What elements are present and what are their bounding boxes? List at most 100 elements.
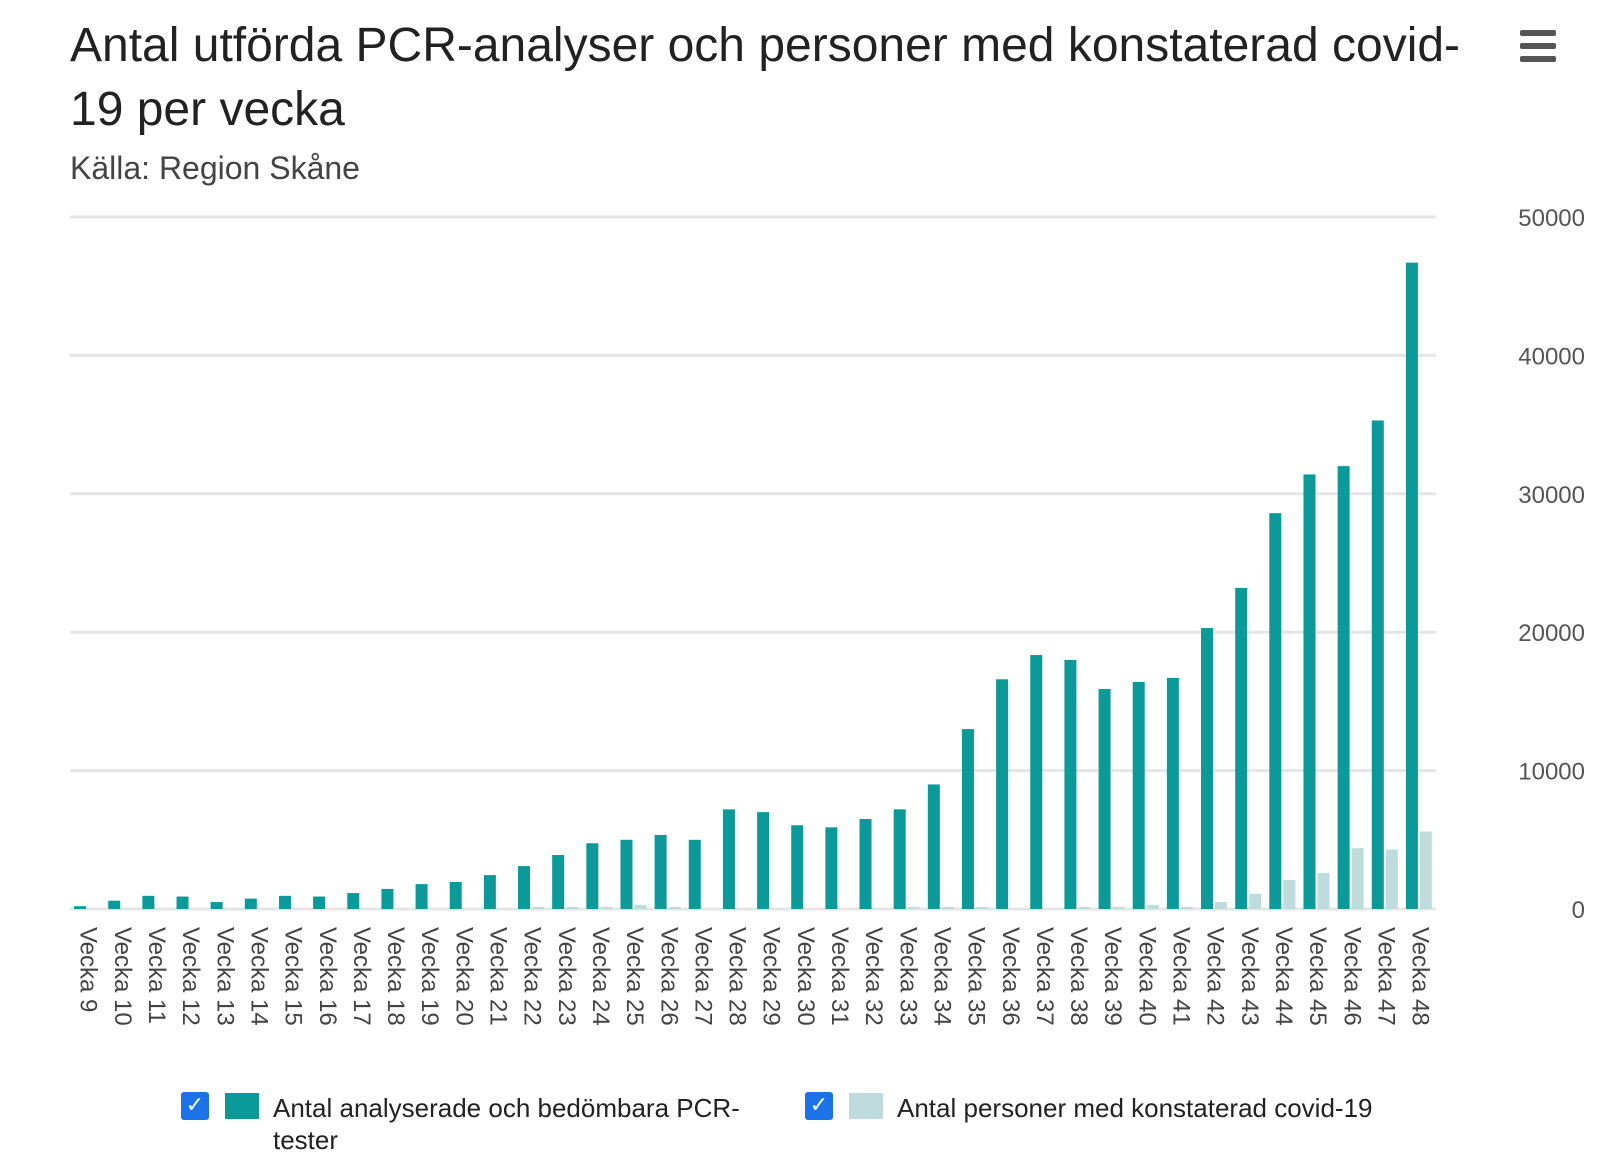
bar-pcr-tests (381, 888, 394, 909)
bar-pcr-tests (552, 855, 565, 909)
bar-confirmed-cases (1283, 879, 1296, 909)
x-tick-label: Vecka 11 (143, 927, 170, 1024)
chart-subtitle: Källa: Region Skåne (70, 150, 360, 186)
x-tick-label: Vecka 33 (894, 927, 921, 1026)
bar-confirmed-cases (1317, 873, 1330, 909)
bar-pcr-tests (654, 834, 667, 909)
bar-confirmed-cases (975, 906, 988, 909)
bar-pcr-tests (859, 819, 872, 909)
x-tick-label: Vecka 14 (245, 927, 272, 1026)
bar-pcr-tests (1303, 474, 1316, 909)
legend-swatch-confirmed-cases (849, 1093, 883, 1119)
bar-confirmed-cases (1112, 906, 1125, 909)
y-tick-label: 50000 (1518, 205, 1585, 232)
x-tick-label: Vecka 27 (689, 927, 716, 1026)
menu-bar (1520, 30, 1556, 36)
bar-pcr-tests (791, 825, 804, 909)
bar-confirmed-cases (566, 906, 579, 909)
x-tick-label: Vecka 41 (1168, 927, 1195, 1026)
bar-pcr-tests (893, 809, 906, 909)
bar-pcr-tests (278, 895, 291, 909)
x-tick-label: Vecka 40 (1133, 927, 1160, 1026)
y-tick-label: 0 (1572, 897, 1585, 924)
bar-pcr-tests (586, 843, 599, 909)
bar-pcr-tests (1201, 628, 1214, 909)
bar-confirmed-cases (907, 906, 920, 909)
bar-pcr-tests (449, 882, 462, 909)
x-tick-label: Vecka 47 (1372, 927, 1399, 1026)
x-tick-label: Vecka 13 (211, 927, 238, 1026)
legend-item-pcr-tests[interactable]: ✓ Antal analyserade och bedömbara PCR-te… (181, 1092, 743, 1156)
x-tick-label: Vecka 35 (963, 927, 990, 1026)
bar-pcr-tests (620, 839, 633, 909)
bar-pcr-tests (1235, 587, 1248, 909)
x-tick-label: Vecka 37 (1031, 927, 1058, 1026)
bar-pcr-tests (1405, 262, 1418, 909)
bar-confirmed-cases (600, 906, 613, 909)
bar-pcr-tests (244, 898, 257, 909)
x-tick-label: Vecka 10 (109, 927, 136, 1026)
x-tick-label: Vecka 29 (758, 927, 785, 1026)
y-axis-ticks: 0 10000 20000 30000 40000 50000 (1518, 205, 1585, 924)
x-tick-label: Vecka 17 (348, 927, 375, 1026)
hamburger-menu-icon[interactable] (1512, 26, 1564, 66)
bar-pcr-tests (1132, 682, 1145, 909)
x-axis-ticks: Vecka 9 Vecka 10 Vecka 11 Vecka 12 Vecka 13 V… (75, 927, 1434, 1026)
x-tick-label: Vecka 26 (655, 927, 682, 1026)
bar-confirmed-cases (668, 906, 681, 909)
x-tick-label: Vecka 21 (485, 927, 512, 1026)
bar-pcr-tests (483, 875, 496, 909)
chart-title: Antal utförda PCR-analyser och personer … (70, 19, 1461, 136)
bar-pcr-tests (142, 895, 155, 909)
legend-checkbox-checked[interactable]: ✓ (805, 1092, 833, 1120)
grid-lines (70, 215, 1436, 911)
x-tick-label: Vecka 18 (382, 927, 409, 1026)
y-tick-label: 30000 (1518, 482, 1585, 509)
bar-pcr-tests (757, 812, 770, 909)
x-tick-label: Vecka 32 (860, 927, 887, 1026)
y-tick-label: 40000 (1518, 343, 1585, 370)
bar-pcr-tests (722, 809, 735, 909)
x-tick-label: Vecka 9 (75, 927, 102, 1012)
bar-confirmed-cases (1419, 831, 1432, 909)
bar-confirmed-cases (1215, 902, 1228, 909)
bar-pcr-tests (176, 896, 189, 909)
x-tick-label: Vecka 16 (314, 927, 341, 1026)
x-tick-label: Vecka 34 (928, 927, 955, 1026)
x-tick-label: Vecka 31 (826, 927, 853, 1026)
x-tick-label: Vecka 24 (587, 927, 614, 1026)
legend-swatch-pcr-tests (225, 1093, 259, 1119)
bar-pcr-tests (108, 900, 121, 909)
x-tick-label: Vecka 20 (450, 927, 477, 1026)
x-tick-label: Vecka 46 (1338, 927, 1365, 1026)
bar-confirmed-cases (1078, 906, 1091, 909)
menu-bar (1520, 56, 1556, 62)
x-tick-label: Vecka 12 (177, 927, 204, 1026)
x-tick-label: Vecka 39 (1099, 927, 1126, 1026)
bar-pcr-tests (1166, 677, 1179, 909)
x-tick-label: Vecka 15 (280, 927, 307, 1026)
bar-confirmed-cases (1351, 848, 1364, 909)
x-tick-label: Vecka 42 (1202, 927, 1229, 1026)
legend-checkbox-checked[interactable]: ✓ (181, 1092, 209, 1120)
x-tick-label: Vecka 22 (519, 927, 546, 1026)
bar-pcr-tests (313, 896, 326, 909)
bar-pcr-tests (996, 679, 1009, 909)
legend-label-pcr-tests: Antal analyserade och bedömbara PCR-test… (273, 1093, 740, 1155)
bar-pcr-tests (1269, 513, 1282, 909)
bar-confirmed-cases (532, 906, 545, 909)
bar-pcr-tests (518, 866, 531, 909)
x-tick-label: Vecka 45 (1304, 927, 1331, 1026)
legend: ✓ Antal analyserade och bedömbara PCR-te… (0, 1092, 1600, 1155)
x-tick-label: Vecka 43 (1236, 927, 1263, 1026)
bar-pcr-tests (927, 784, 940, 909)
x-tick-label: Vecka 44 (1270, 927, 1297, 1026)
x-tick-label: Vecka 38 (1065, 927, 1092, 1026)
bar-pcr-tests (825, 827, 838, 909)
y-tick-label: 10000 (1518, 759, 1585, 786)
legend-item-confirmed-cases[interactable]: ✓ Antal personer med konstaterad covid-1… (805, 1092, 1373, 1124)
bar-pcr-tests (1371, 420, 1384, 909)
x-tick-label: Vecka 23 (553, 927, 580, 1026)
bar-pcr-tests (1337, 466, 1350, 909)
bar-pcr-tests (1064, 659, 1077, 909)
